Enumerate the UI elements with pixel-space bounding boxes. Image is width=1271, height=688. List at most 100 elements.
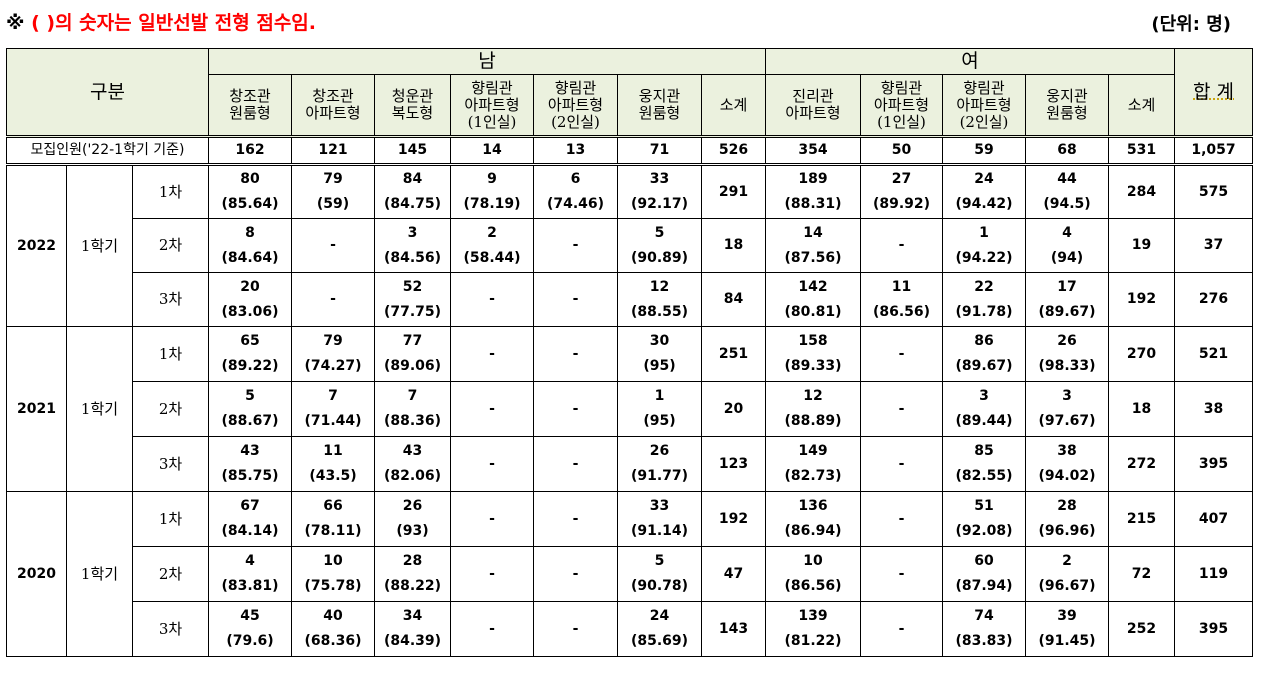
score-value: (89.33): [784, 358, 842, 374]
header-line: (2인실): [959, 112, 1009, 131]
value-cell: 30 (95): [617, 326, 702, 382]
count-value: 1: [654, 388, 665, 404]
recruit-value: 354: [765, 135, 861, 166]
value-cell: 38 (94.02): [1025, 436, 1109, 492]
count-value: 12: [803, 388, 823, 404]
category-header: 구분: [6, 48, 209, 137]
count-value: 149: [798, 443, 828, 459]
count-value: 51: [974, 498, 994, 514]
count-value: -: [489, 400, 495, 417]
count-value: -: [898, 510, 905, 527]
score-value: (86.94): [784, 523, 842, 539]
data-row: 3차 43 (85.75) 11 (43.5) 43 (82.06) - - 26 (91.77) 1…: [7, 436, 1253, 492]
score-value: (85.75): [221, 468, 279, 484]
header-line: 원룸형: [638, 104, 681, 122]
value-cell: 575: [1174, 164, 1253, 219]
count-value: 4: [1062, 224, 1072, 241]
value-cell: 189 (88.31): [765, 164, 861, 219]
count-value: 276: [1198, 291, 1229, 307]
score-value: (96.67): [1038, 578, 1096, 594]
value-cell: 4 (83.81): [208, 546, 292, 602]
value-cell: 84 (84.75): [374, 164, 451, 219]
value-cell: 38: [1174, 381, 1253, 437]
value-cell: 24 (85.69): [617, 601, 702, 657]
header-line: 웅지관: [1046, 87, 1088, 105]
score-value: (92.17): [630, 196, 689, 212]
value-cell: 26 (93): [374, 491, 451, 547]
value-cell: 74 (83.83): [942, 601, 1026, 657]
count-value: 2: [1062, 553, 1072, 569]
count-value: 66: [323, 498, 343, 514]
score-value: (82.73): [784, 468, 842, 484]
header-row-dorms: 창조관 원룸형 창조관 아파트형 청운관 복도형 향림관 아파트형 (1인실) 향림관 아파트형 (2…: [7, 74, 1253, 137]
score-value: (93): [396, 523, 429, 539]
count-value: 37: [1203, 237, 1224, 253]
count-value: 143: [718, 620, 749, 637]
score-value: (94.5): [1043, 196, 1091, 212]
round-cell: 1차: [132, 164, 209, 219]
score-value: (89.06): [383, 358, 442, 374]
value-cell: 158 (89.33): [765, 326, 861, 382]
value-cell: -: [450, 491, 534, 547]
count-value: -: [489, 620, 495, 637]
value-cell: 12 (88.89): [765, 381, 861, 437]
value-cell: -: [450, 272, 534, 327]
value-cell: 139 (81.22): [765, 601, 861, 657]
count-value: 44: [1057, 171, 1077, 187]
male-col-header: 창조관 원룸형: [208, 74, 292, 137]
value-cell: 26 (91.77): [617, 436, 702, 492]
value-cell: 9 (78.19): [450, 164, 534, 219]
count-value: -: [572, 291, 579, 307]
total-header: 합 계: [1174, 48, 1253, 137]
count-value: 11: [323, 443, 343, 459]
value-cell: 28 (88.22): [374, 546, 451, 602]
score-value: (79.6): [226, 633, 274, 649]
value-cell: 77 (89.06): [374, 326, 451, 382]
count-value: 33: [649, 498, 670, 514]
count-value: 5: [245, 388, 255, 404]
value-cell: 67 (84.14): [208, 491, 292, 547]
score-value: (88.22): [383, 578, 442, 594]
count-value: 72: [1131, 565, 1152, 582]
count-value: 33: [649, 171, 670, 187]
count-value: 158: [798, 333, 828, 349]
count-value: 26: [402, 498, 423, 514]
count-value: 10: [323, 553, 343, 569]
value-cell: 40 (68.36): [291, 601, 375, 657]
data-row: 2차 4 (83.81) 10 (75.78) 28 (88.22) - - 5 (90.78) 47…: [7, 546, 1253, 602]
value-cell: 192: [701, 491, 766, 547]
count-value: 10: [803, 553, 823, 569]
score-value: (68.36): [304, 633, 362, 649]
score-value: (88.89): [784, 413, 842, 429]
header-line: 아파트형: [547, 95, 604, 114]
value-cell: 86 (89.67): [942, 326, 1026, 382]
data-row: 3차 45 (79.6) 40 (68.36) 34 (84.39) - - 24 (85.69) 1…: [7, 601, 1253, 657]
value-cell: 252: [1108, 601, 1175, 657]
value-cell: 66 (78.11): [291, 491, 375, 547]
count-value: 192: [1126, 291, 1157, 307]
header-line: 원룸형: [1046, 104, 1088, 122]
count-value: 11: [891, 278, 912, 295]
data-row: 2차 8 (84.64) -3 (84.56) 2 (58.44) -5 (90.89) 18 14…: [7, 218, 1253, 273]
header-line: 원룸형: [229, 104, 271, 122]
value-cell: -: [860, 491, 943, 547]
recruit-value: 71: [617, 135, 702, 166]
score-value: (94.02): [1038, 468, 1096, 484]
count-value: 3: [407, 224, 418, 241]
female-col-header: 웅지관 원룸형: [1025, 74, 1109, 137]
recruit-value: 68: [1025, 135, 1109, 166]
recruit-row: 모집인원('22-1학기 기준) 162 121 145 14 13 71 526 354 50 5…: [6, 135, 1253, 166]
value-cell: 4 (94): [1025, 218, 1109, 273]
score-value: (59): [316, 196, 350, 212]
value-cell: -: [860, 546, 943, 602]
value-cell: 27 (89.92): [860, 164, 943, 219]
score-value: (84.56): [383, 249, 442, 266]
value-cell: 43 (82.06): [374, 436, 451, 492]
round-cell: 3차: [132, 272, 209, 327]
count-value: 17: [1057, 278, 1077, 295]
score-value: (91.77): [630, 468, 689, 484]
value-cell: 395: [1174, 601, 1253, 657]
score-value: (89.67): [955, 358, 1013, 374]
count-value: -: [898, 345, 905, 362]
count-value: -: [330, 291, 336, 307]
